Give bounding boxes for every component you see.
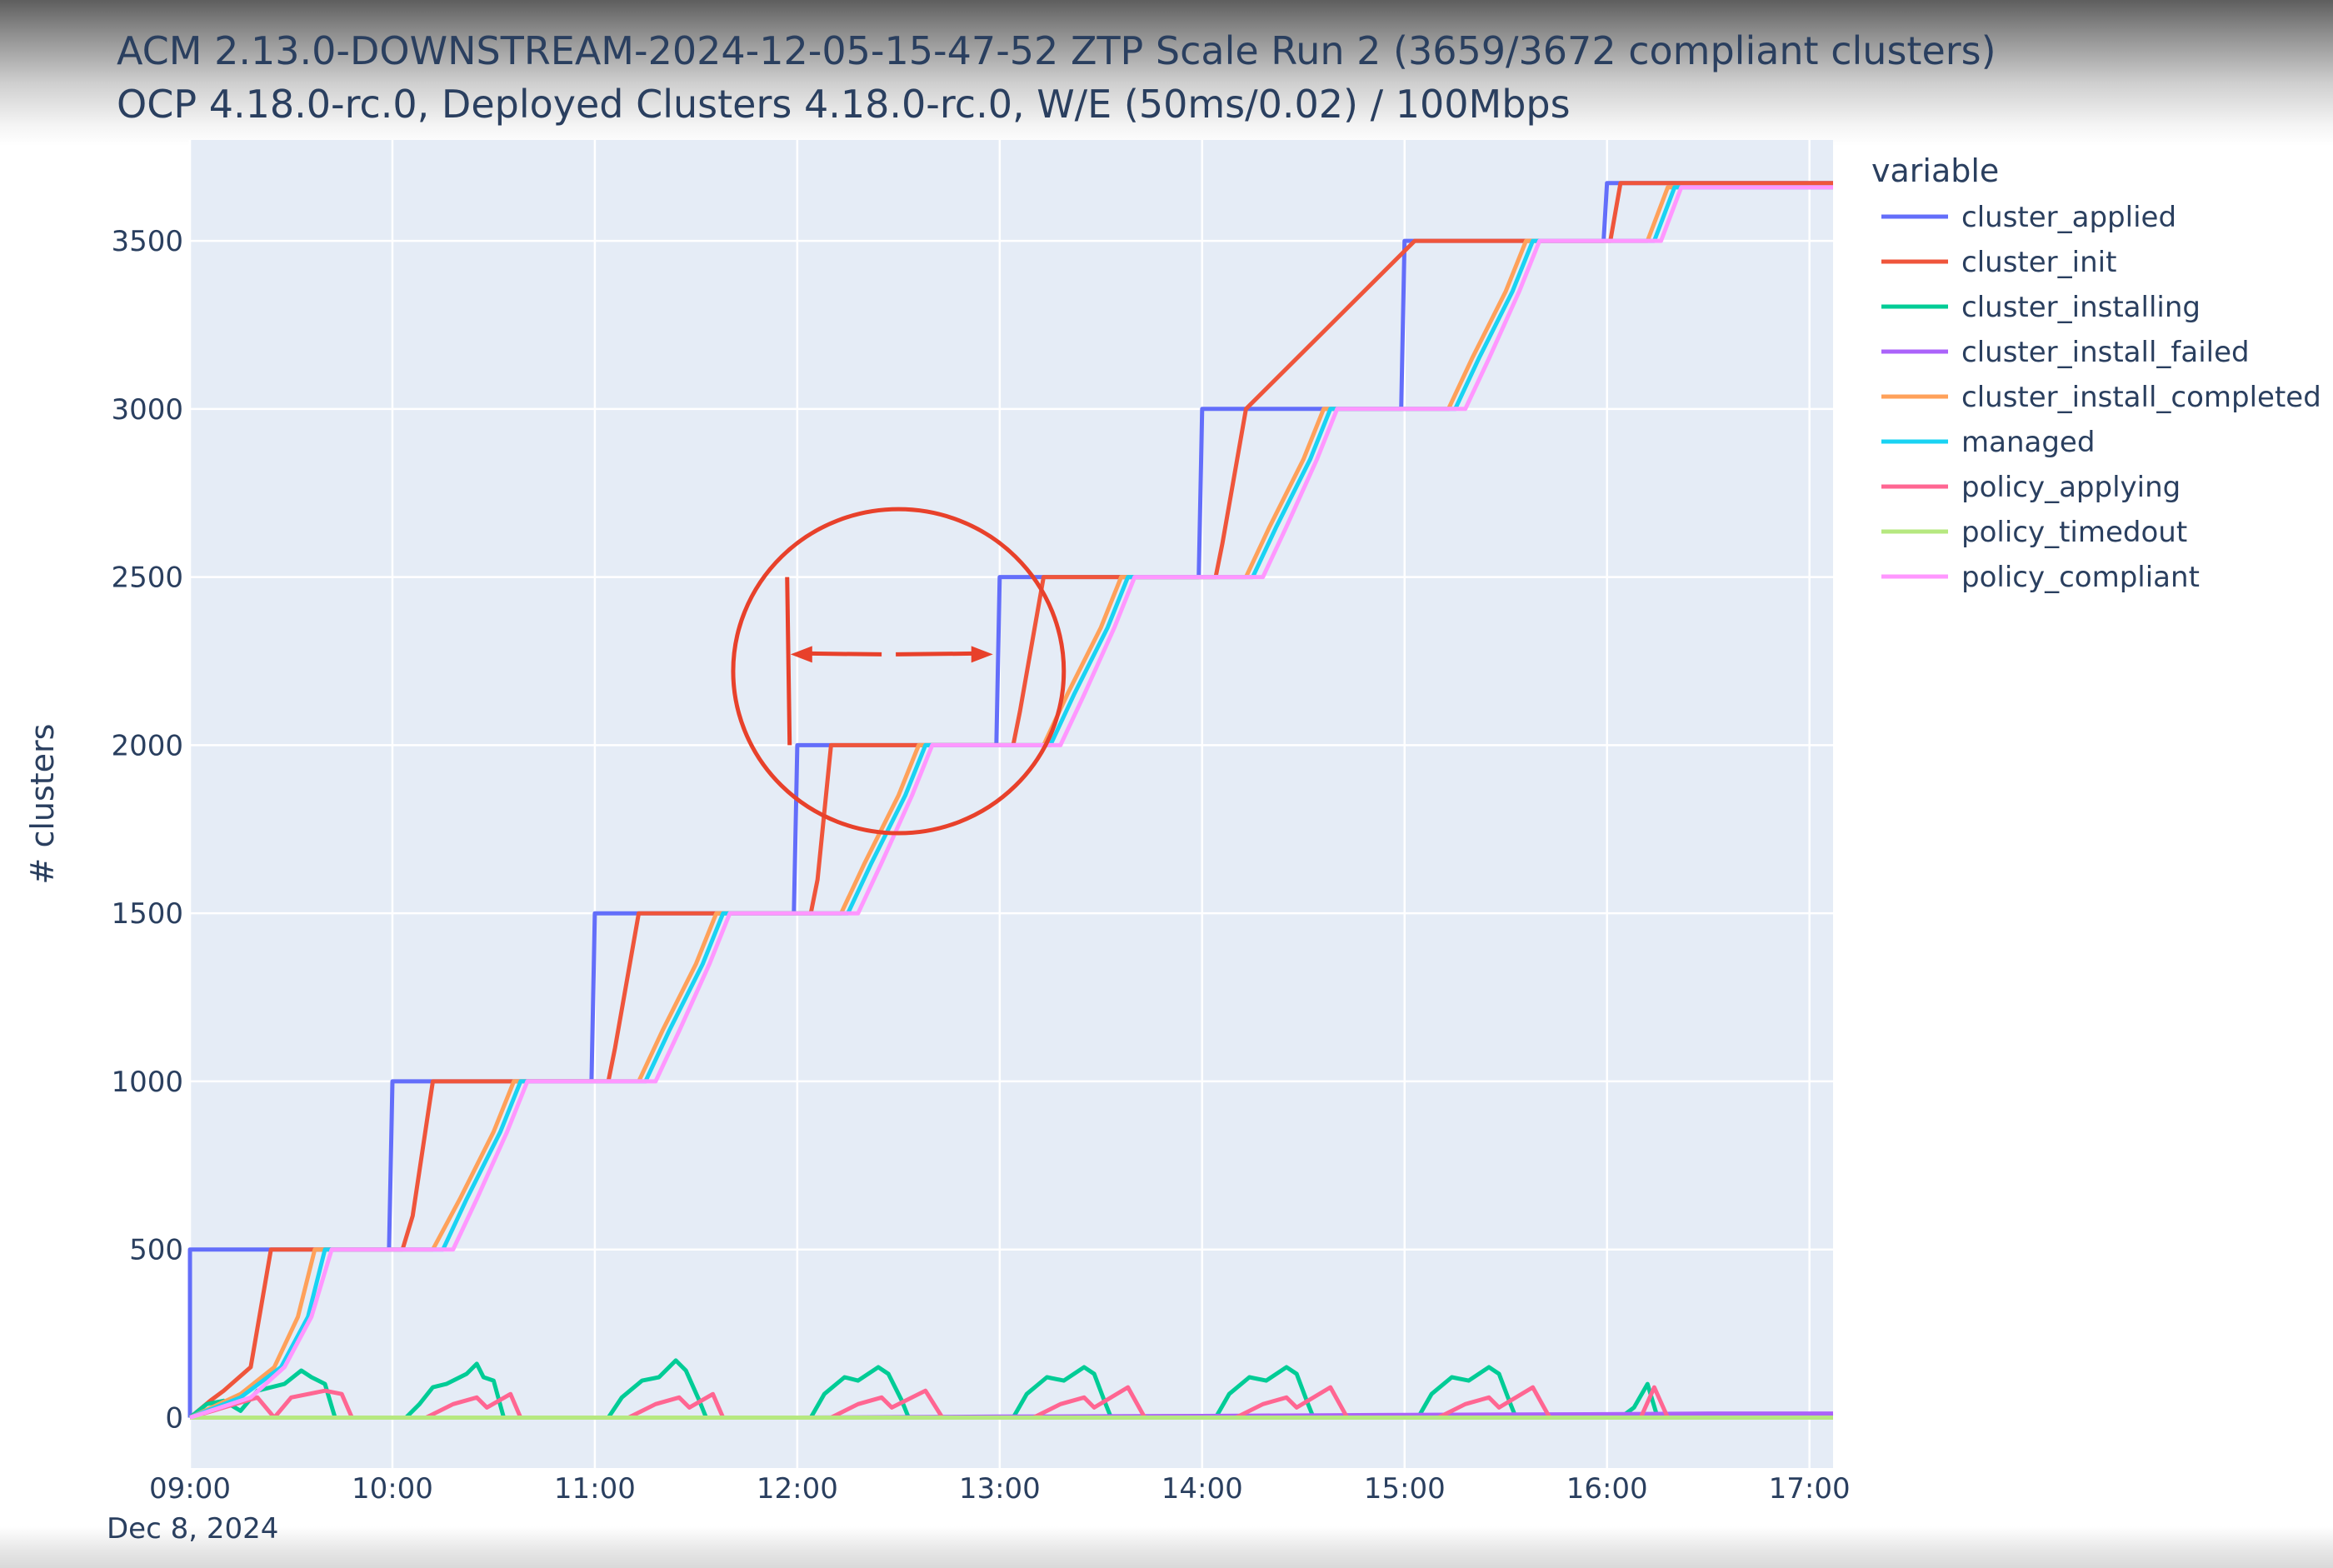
y-axis: 0 500 1000 1500 2000 2500 3000 3500 xyxy=(111,225,183,1435)
x-tick-label: 09:00 xyxy=(149,1472,231,1506)
x-tick-label: 15:00 xyxy=(1364,1472,1446,1506)
series-layer xyxy=(187,181,1833,1420)
window-top-shade xyxy=(0,0,2333,146)
series-line-managed xyxy=(189,185,1833,1420)
x-tick-label: 13:00 xyxy=(959,1472,1041,1506)
series-line-policy-compliant xyxy=(189,185,1833,1420)
y-tick-label: 0 xyxy=(165,1401,183,1435)
y-tick-label: 3000 xyxy=(111,393,183,427)
plot-area xyxy=(190,140,1833,1468)
legend-item-cluster-applied[interactable]: cluster_applied xyxy=(1881,201,2176,234)
window-bottom-shade xyxy=(0,1526,2333,1568)
legend-item-cluster-init[interactable]: cluster_init xyxy=(1881,246,2116,279)
legend-item-managed[interactable]: managed xyxy=(1881,426,2095,459)
legend[interactable]: variable cluster_applied cluster_initclus… xyxy=(1871,152,2321,594)
annotation-circle xyxy=(731,507,1067,836)
legend-label: policy_timedout xyxy=(1961,516,2187,549)
x-tick-label: 16:00 xyxy=(1566,1472,1648,1506)
y-tick-label: 2500 xyxy=(111,562,183,595)
legend-label: cluster_installing xyxy=(1961,291,2201,324)
legend-label: cluster_applied xyxy=(1961,201,2176,234)
annotation-arrow-head-right xyxy=(971,646,993,663)
legend-item-policy-compliant[interactable]: policy_compliant xyxy=(1881,561,2200,594)
x-tick-label: 17:00 xyxy=(1769,1472,1851,1506)
legend-item-policy-applying[interactable]: policy_applying xyxy=(1881,471,2181,504)
x-axis-date-label: Dec 8, 2024 xyxy=(107,1512,278,1546)
series-line-cluster-install-completed xyxy=(188,185,1833,1420)
x-axis: 09:00 10:00 11:00 12:00 13:00 14:00 15:00 16:00… xyxy=(149,1472,1851,1506)
legend-item-cluster-install-completed[interactable]: cluster_install_completed xyxy=(1881,381,2321,414)
x-tick-label: 11:00 xyxy=(554,1472,636,1506)
legend-label: managed xyxy=(1961,426,2095,459)
series-line-cluster-installing xyxy=(188,1358,1833,1420)
y-tick-label: 3500 xyxy=(111,225,183,258)
annotation-arrow-head-left xyxy=(790,646,812,663)
annotation-layer xyxy=(731,507,1067,836)
legend-label: cluster_install_completed xyxy=(1961,381,2321,414)
legend-label: policy_applying xyxy=(1961,471,2181,504)
x-tick-label: 10:00 xyxy=(352,1472,433,1506)
y-tick-label: 1000 xyxy=(111,1066,183,1099)
chart-subtitle: OCP 4.18.0-rc.0, Deployed Clusters 4.18.… xyxy=(117,82,1571,127)
legend-label: cluster_install_failed xyxy=(1961,336,2250,369)
chart-title: ACM 2.13.0-DOWNSTREAM-2024-12-05-15-47-5… xyxy=(117,28,1996,73)
legend-title: variable xyxy=(1871,152,1999,189)
legend-label: cluster_init xyxy=(1961,246,2116,279)
legend-label: policy_compliant xyxy=(1961,561,2200,594)
y-tick-label: 1500 xyxy=(111,897,183,931)
legend-item-policy-timedout[interactable]: policy_timedout xyxy=(1881,516,2187,549)
legend-item-cluster-install-failed[interactable]: cluster_install_failed xyxy=(1881,336,2250,369)
annotation-marker-line xyxy=(785,577,792,746)
y-tick-label: 500 xyxy=(129,1234,183,1267)
x-tick-label: 14:00 xyxy=(1162,1472,1243,1506)
annotation-arrow-shaft xyxy=(810,651,973,657)
y-tick-label: 2000 xyxy=(111,729,183,762)
y-axis-title: # clusters xyxy=(24,724,61,885)
x-tick-label: 12:00 xyxy=(757,1472,838,1506)
series-line-cluster-init xyxy=(188,181,1833,1420)
legend-item-cluster-installing[interactable]: cluster_installing xyxy=(1881,291,2201,324)
